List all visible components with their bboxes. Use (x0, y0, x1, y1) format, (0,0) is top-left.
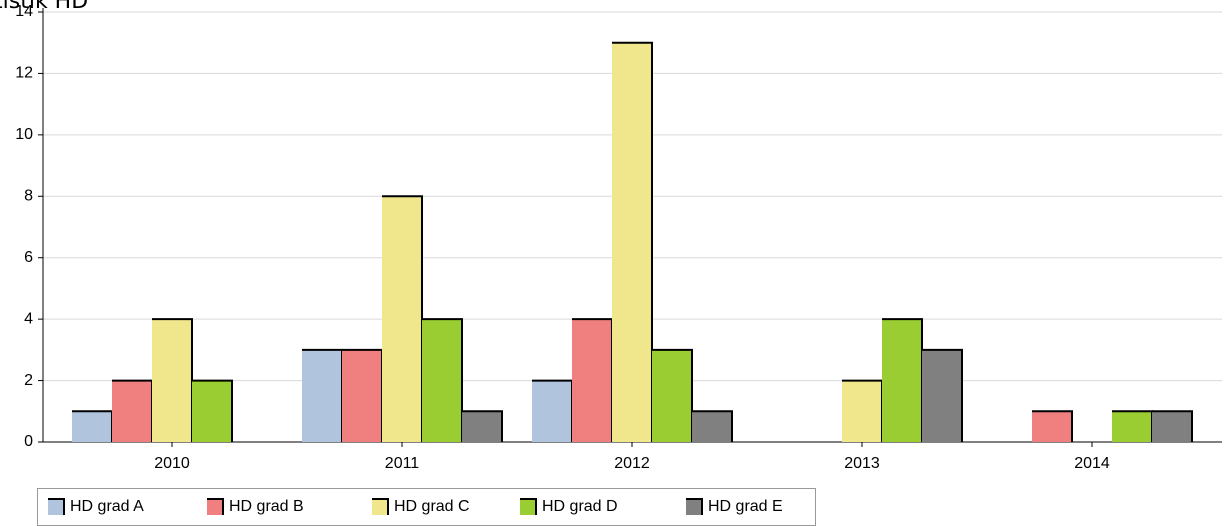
bar (1112, 411, 1152, 442)
legend-swatch (686, 499, 702, 515)
bar (462, 411, 502, 442)
bar (152, 319, 192, 442)
legend-swatch-edge (48, 498, 65, 515)
legend-label: HD grad B (229, 498, 304, 515)
legend-label: HD grad A (70, 498, 144, 515)
legend-swatch-edge (372, 498, 389, 515)
y-tick-label: 2 (24, 372, 33, 389)
y-tick-label: 4 (24, 310, 33, 327)
y-tick-label: 8 (24, 188, 33, 205)
chart-title: tistik HD (0, 0, 88, 14)
bar-edge (922, 348, 963, 442)
bar (842, 380, 882, 442)
bar (572, 319, 612, 442)
legend-swatch (372, 499, 388, 515)
legend-swatch (207, 499, 223, 515)
bar (532, 380, 572, 442)
bar-edge (1152, 410, 1193, 442)
bar (652, 349, 692, 442)
legend-swatch-edge (686, 498, 703, 515)
bar-edge (422, 318, 463, 442)
bar-edge (692, 410, 733, 442)
bar (922, 349, 962, 442)
y-tick-label: 12 (15, 65, 33, 82)
bar (422, 319, 462, 442)
bar (112, 380, 152, 442)
bar (302, 349, 342, 442)
bar-edge (612, 41, 653, 442)
legend-swatch-edge (207, 498, 224, 515)
bar-edge (462, 410, 503, 442)
bar (72, 411, 112, 442)
y-tick-label: 0 (24, 433, 33, 450)
x-tick-label: 2014 (1074, 455, 1110, 472)
bar (342, 349, 382, 442)
legend-label: HD grad E (708, 498, 783, 515)
legend-swatch-edge (520, 498, 537, 515)
x-tick-label: 2013 (844, 455, 880, 472)
y-tick-label: 6 (24, 249, 33, 266)
bar (192, 380, 232, 442)
bar (882, 319, 922, 442)
legend-label: HD grad C (394, 498, 470, 515)
bar-edge (192, 379, 233, 442)
y-tick-label: 10 (15, 126, 33, 143)
legend-swatch (48, 499, 64, 515)
x-tick-label: 2010 (154, 455, 190, 472)
bar-edge (1032, 410, 1073, 442)
bar (1032, 411, 1072, 442)
y-tick-label: 14 (15, 3, 33, 20)
x-tick-label: 2011 (385, 455, 420, 472)
bar (692, 411, 732, 442)
legend-label: HD grad D (542, 498, 618, 515)
bar (1152, 411, 1192, 442)
bar (382, 196, 422, 442)
legend-swatch (520, 499, 536, 515)
bar (612, 42, 652, 442)
x-tick-label: 2012 (614, 455, 650, 472)
